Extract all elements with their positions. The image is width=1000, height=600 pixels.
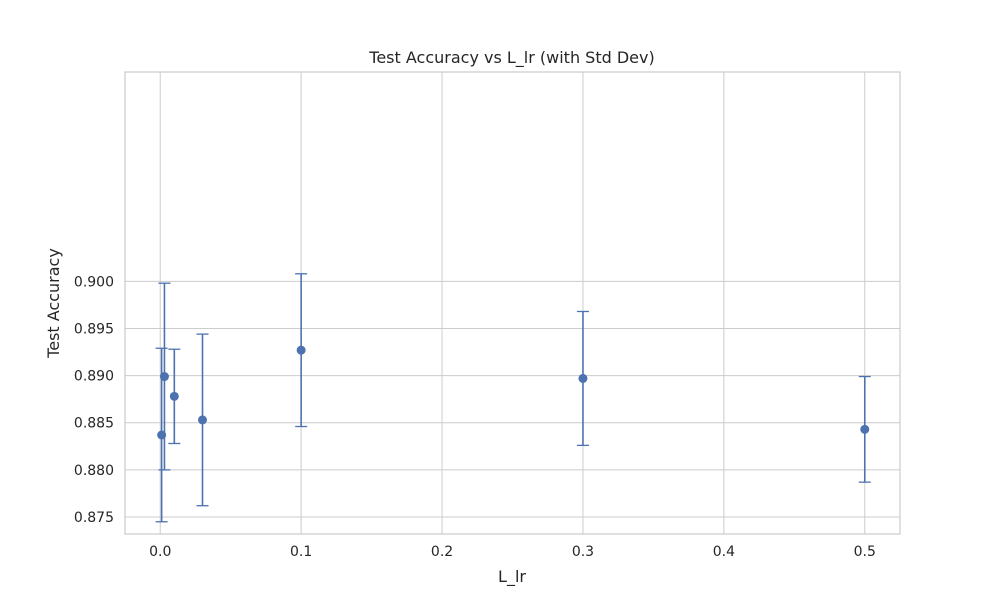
y-tick-label: 0.900 — [74, 274, 114, 290]
y-tick-label: 0.890 — [74, 369, 114, 385]
grid — [125, 72, 900, 534]
data-points — [157, 345, 870, 440]
data-point — [860, 424, 870, 434]
y-tick-label: 0.895 — [74, 321, 114, 337]
chart-title: Test Accuracy vs L_lr (with Std Dev) — [368, 48, 654, 68]
data-point — [169, 391, 179, 401]
y-tick-label: 0.880 — [74, 463, 114, 479]
x-tick-label: 0.3 — [572, 544, 594, 560]
x-tick-label: 0.1 — [290, 544, 312, 560]
x-axis-ticks: 0.0 0.1 0.2 0.3 0.4 0.5 — [149, 544, 876, 560]
data-point — [157, 430, 167, 440]
data-point — [296, 345, 306, 355]
x-tick-label: 0.5 — [854, 544, 876, 560]
y-tick-label: 0.885 — [74, 416, 114, 432]
y-axis-label: Test Accuracy — [44, 248, 63, 359]
x-axis-label: L_lr — [498, 567, 526, 587]
data-point — [159, 372, 169, 382]
plot-frame — [124, 71, 901, 535]
x-tick-label: 0.2 — [431, 544, 453, 560]
x-tick-label: 0.4 — [713, 544, 735, 560]
data-point — [578, 373, 588, 383]
y-axis-ticks: 0.875 0.880 0.885 0.890 0.895 0.900 — [74, 274, 114, 526]
y-tick-label: 0.875 — [74, 510, 114, 526]
x-tick-label: 0.0 — [149, 544, 171, 560]
data-point — [198, 415, 207, 425]
